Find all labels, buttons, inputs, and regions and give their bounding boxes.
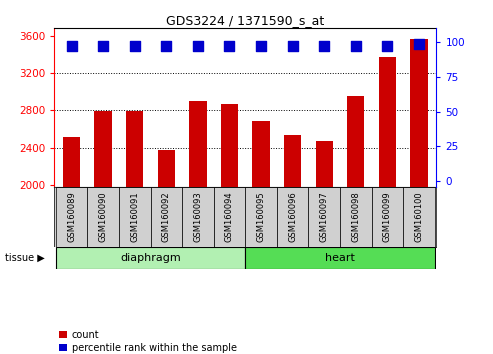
Bar [126, 111, 143, 187]
Bar [119, 187, 150, 247]
Bar [221, 104, 238, 187]
Bar [245, 247, 435, 269]
Legend: count, percentile rank within the sample: count, percentile rank within the sample [59, 330, 237, 353]
Bar [182, 187, 213, 247]
Text: GSM160098: GSM160098 [352, 192, 360, 242]
Text: GSM160091: GSM160091 [130, 192, 139, 242]
Point [68, 44, 75, 49]
Point [289, 44, 297, 49]
Bar [150, 187, 182, 247]
Text: GSM160090: GSM160090 [99, 192, 107, 242]
Title: GDS3224 / 1371590_s_at: GDS3224 / 1371590_s_at [166, 14, 324, 27]
Text: GSM160093: GSM160093 [193, 192, 203, 242]
Bar [372, 187, 403, 247]
Bar [284, 136, 301, 187]
Text: GSM160099: GSM160099 [383, 192, 392, 242]
Text: GSM160100: GSM160100 [415, 192, 423, 242]
Bar [95, 111, 112, 187]
Text: GSM160094: GSM160094 [225, 192, 234, 242]
Bar [56, 247, 245, 269]
Bar [63, 137, 80, 187]
Bar [252, 121, 270, 187]
Point [415, 41, 423, 46]
Text: GSM160095: GSM160095 [256, 192, 266, 242]
Point [320, 44, 328, 49]
Text: GSM160089: GSM160089 [67, 192, 76, 242]
Bar [189, 101, 207, 187]
Point [99, 44, 107, 49]
Text: diaphragm: diaphragm [120, 253, 181, 263]
Bar [347, 96, 364, 187]
Bar [340, 187, 372, 247]
Bar [56, 187, 87, 247]
Text: tissue ▶: tissue ▶ [5, 253, 45, 263]
Point [194, 44, 202, 49]
Bar [403, 187, 435, 247]
Text: heart: heart [325, 253, 355, 263]
Text: GSM160097: GSM160097 [319, 192, 329, 242]
Point [384, 44, 391, 49]
Bar [158, 150, 175, 187]
Point [162, 44, 170, 49]
Bar [316, 141, 333, 187]
Bar [245, 187, 277, 247]
Bar [213, 187, 245, 247]
Point [225, 44, 233, 49]
Point [131, 44, 139, 49]
Bar [87, 187, 119, 247]
Bar [277, 187, 309, 247]
Bar [379, 57, 396, 187]
Text: GSM160096: GSM160096 [288, 192, 297, 242]
Point [352, 44, 360, 49]
Bar [410, 39, 427, 187]
Point [257, 44, 265, 49]
Text: GSM160092: GSM160092 [162, 192, 171, 242]
Bar [309, 187, 340, 247]
